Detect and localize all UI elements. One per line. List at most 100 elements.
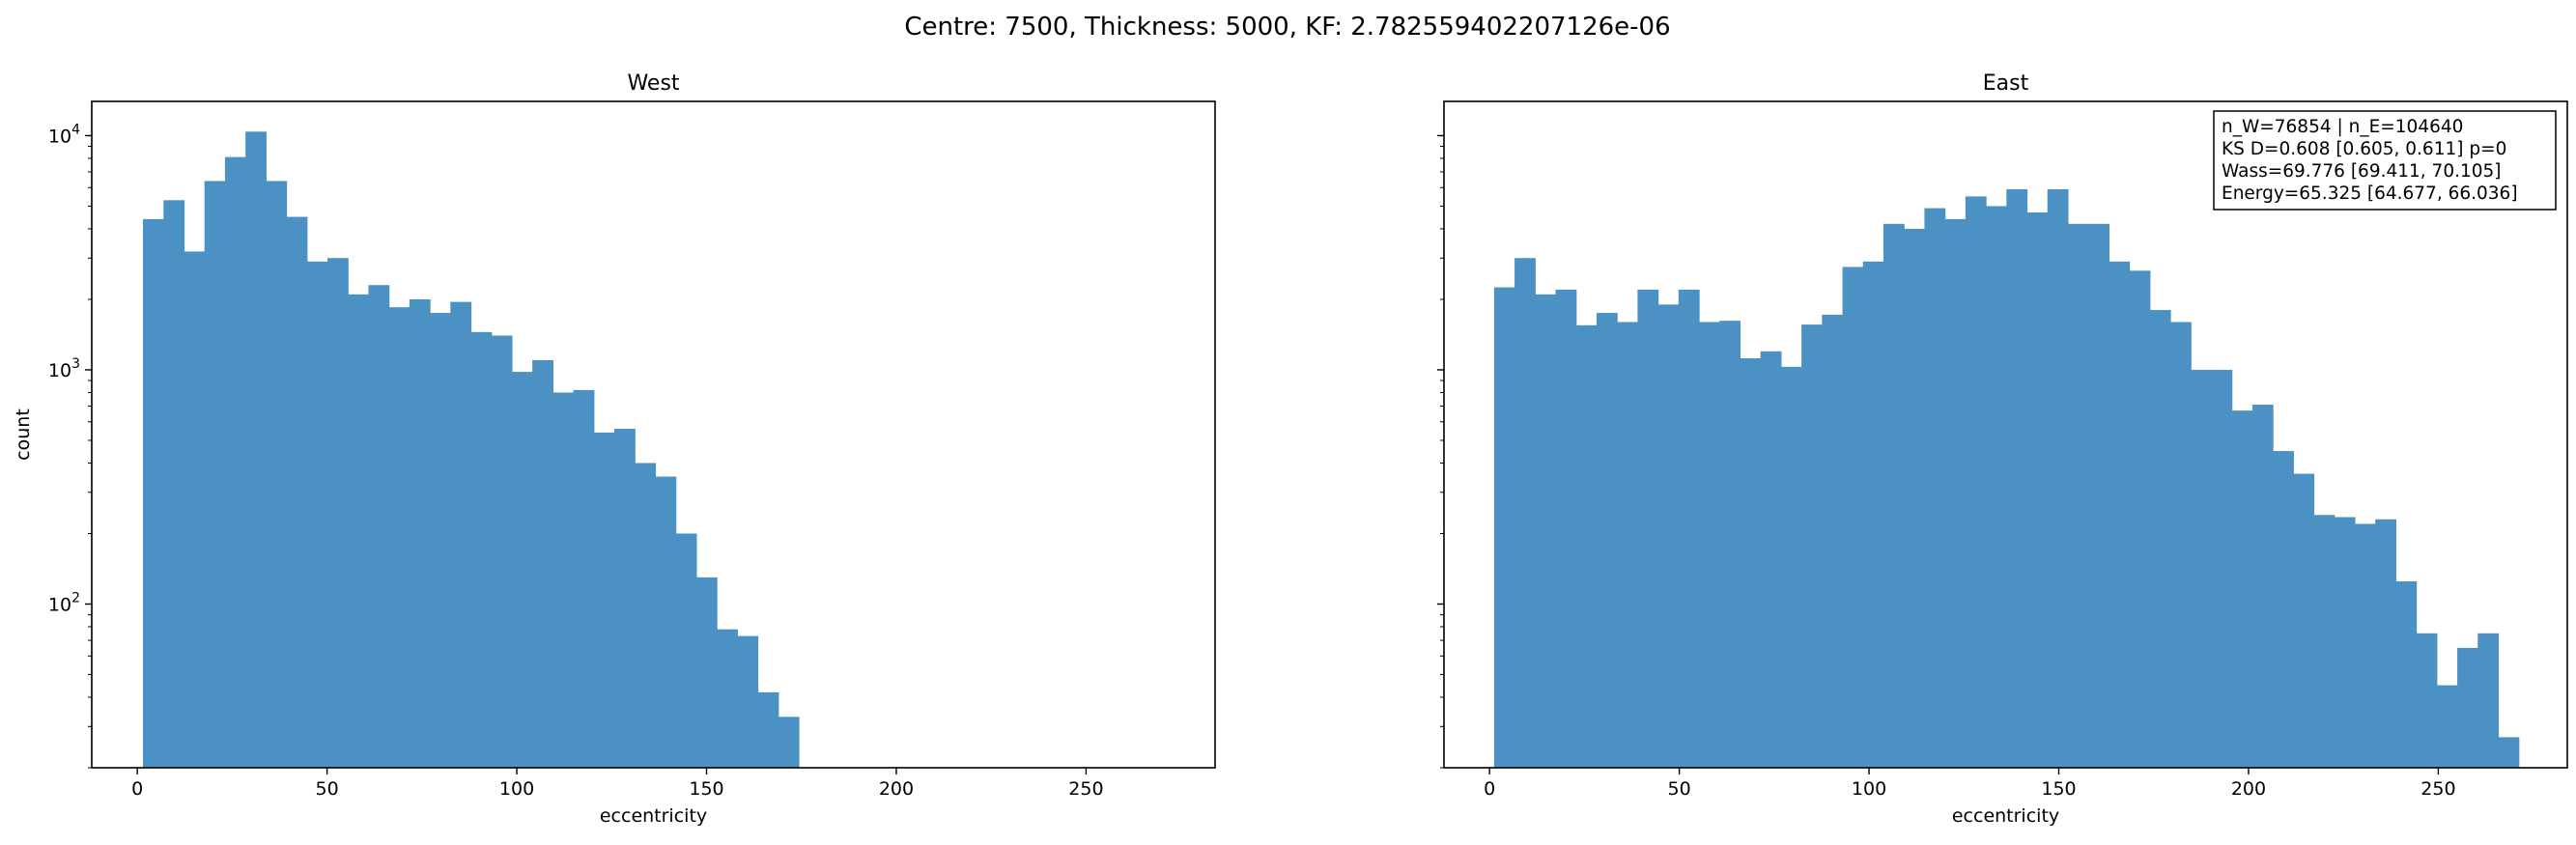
histogram-bar [1596,313,1618,768]
histogram-bar [1535,294,1557,768]
x-tick-label: 100 [1852,778,1886,800]
histogram-bars [143,131,800,768]
histogram-bar [2354,523,2376,768]
histogram-bar [532,359,553,768]
histogram-bar [2416,633,2438,768]
x-axis-label: eccentricity [1952,805,2059,827]
histogram-bar [2436,685,2458,768]
histogram-bar [1740,358,1762,768]
x-tick-label: 250 [1068,778,1103,800]
axes-frame [91,100,1216,769]
histogram-bar [491,335,513,768]
histogram-bar [737,635,759,768]
histogram-bar [2088,223,2109,768]
histogram-bar [2129,270,2151,768]
y-tick-label: 104 [48,122,80,147]
y-axis-label: count [13,408,34,461]
histogram-bar [1924,208,1946,768]
histogram-bar [1986,206,2007,768]
histogram-bar [1719,321,1741,768]
histogram-bar [511,372,533,768]
histogram-bar [1965,196,1987,768]
x-tick-label: 150 [689,778,723,800]
panels: West 0 50 100 150 200 250 eccentricity 102 103 104… [13,71,2568,827]
histogram-bar [695,577,718,768]
axes-frame [1443,100,2568,769]
x-tick-label: 50 [316,778,339,800]
histogram-bar [2457,647,2478,768]
x-tick-label: 50 [1668,778,1691,800]
annotation-line: n_W=76854 | n_E=104640 [2222,117,2463,137]
histogram-bar [552,392,575,768]
annotation-box [2213,110,2557,211]
histogram-bar [2026,211,2049,768]
histogram-bar [348,294,370,768]
histogram-bar [2293,473,2315,768]
histogram-bar [757,691,779,768]
x-tick-label: 200 [2231,778,2266,800]
histogram-bar [1493,287,1515,768]
histogram-bar [409,298,431,768]
x-axis-label: eccentricity [600,805,707,827]
histogram-bar [778,717,800,768]
histogram-bar [2231,410,2253,768]
panel-title: East [1983,71,2029,96]
histogram-bar [2498,737,2520,768]
histogram-bar [1699,322,1720,768]
histogram-bar [1882,223,1905,768]
histogram-bar [2211,369,2233,768]
histogram-bar [2313,515,2335,768]
histogram-bar [184,251,206,768]
histogram-bar [286,216,308,768]
histogram-bar [1842,267,1864,768]
histogram-bar [2395,580,2418,768]
histogram-bar [2067,223,2089,768]
histogram-bar [450,301,472,768]
histogram-bar [1678,289,1700,768]
histogram-bar [204,181,226,768]
histogram-bar [1801,324,1823,768]
histogram-bar [1555,289,1577,768]
annotation-line: Energy=65.325 [64.677, 66.036] [2222,183,2518,204]
histogram-bar [675,533,697,768]
histogram-bar [1575,324,1598,768]
histogram-bar [655,476,677,768]
histogram-bar [1780,366,1802,768]
histogram-bar [2477,633,2500,768]
x-tick-label: 0 [131,778,143,800]
chart-panel-west: West 0 50 100 150 200 250 eccentricity 102 103 104… [13,71,1216,827]
histogram-bar [2191,369,2213,768]
histogram-bar [368,285,390,768]
x-tick-label: 250 [2420,778,2455,800]
histogram-bar [1862,261,1884,768]
histogram-bar [2006,189,2028,768]
histogram-bar [2149,310,2171,768]
histogram-bar [2375,519,2397,768]
histogram-bar [2334,517,2356,768]
histogram-bar [245,131,267,768]
annotation-line: Wass=69.776 [69.411, 70.105] [2222,161,2502,182]
histogram-bar [2251,405,2274,768]
x-tick-label: 100 [499,778,534,800]
histogram-bar [635,463,657,768]
panel-title: West [627,71,679,96]
histogram-bar [614,429,636,768]
histogram-bar [2170,322,2192,768]
annotation-line: KS D=0.608 [0.605, 0.611] p=0 [2222,139,2506,159]
histogram-bar [1617,322,1638,768]
x-tick-label: 0 [1484,778,1495,800]
x-tick-label: 200 [879,778,914,800]
histogram-bar [2109,261,2131,768]
histogram-bar [2273,451,2294,768]
histogram-bar [163,200,185,768]
x-tick-label: 150 [2041,778,2076,800]
histogram-bar [1657,304,1680,768]
figure-suptitle: Centre: 7500, Thickness: 5000, KF: 2.782… [904,13,1670,42]
histogram-bar [573,389,595,768]
chart-panel-east: East 0 50 100 150 200 250 eccentricity n_W=76854… [1437,71,2568,827]
histogram-bar [1514,258,1536,768]
histogram-bar [143,218,164,768]
histogram-bar [717,629,738,768]
histogram-bar [1637,289,1659,768]
